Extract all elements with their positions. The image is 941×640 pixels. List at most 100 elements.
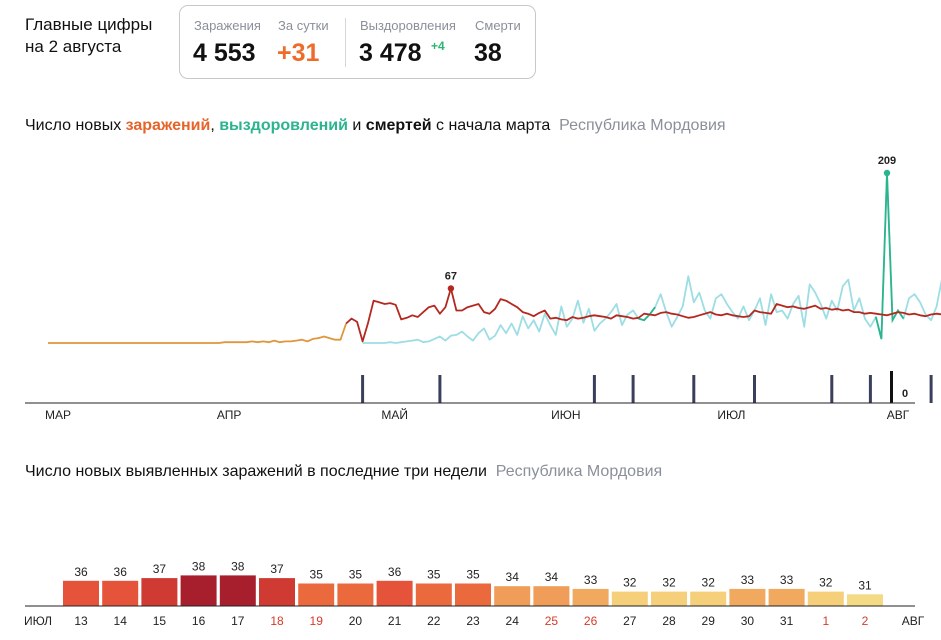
- day-tick-label: 29: [702, 614, 716, 628]
- deaths-bar: [868, 375, 872, 403]
- bar-value-label: 33: [741, 573, 755, 587]
- deaths-bar: [929, 375, 933, 403]
- day-tick-label: 26: [584, 614, 598, 628]
- chart2-region: Республика Мордовия: [495, 463, 663, 480]
- day-bar: [729, 588, 766, 606]
- bar-value-label: 32: [702, 576, 716, 590]
- day-bar: [651, 591, 687, 606]
- day-bar: [533, 586, 570, 606]
- bar-value-label: 36: [388, 565, 402, 579]
- recoveries-delta: +4: [431, 39, 445, 53]
- day-tick-label: 22: [427, 614, 441, 628]
- bar-value-label: 33: [584, 573, 598, 587]
- day-bar: [690, 591, 727, 606]
- chart1-title-deaths: смертей: [365, 117, 432, 134]
- month-tick-label: АВГ: [887, 408, 910, 422]
- deaths-bar: [438, 375, 442, 403]
- deaths-annotation-label: 0: [902, 388, 908, 400]
- deaths-bar-today: [890, 371, 893, 403]
- day-bar: [494, 586, 531, 606]
- recoveries-line: [362, 172, 941, 344]
- bar-value-label: 34: [545, 570, 559, 584]
- recoveries-annotation-label: 209: [878, 155, 896, 167]
- bar-value-label: 35: [427, 568, 441, 582]
- chart1-title-part-3: и: [347, 117, 366, 134]
- day-tick-label: 24: [506, 614, 520, 628]
- chart1-title-infections: заражений: [125, 117, 211, 134]
- day-bar: [102, 580, 139, 606]
- day-tick-label: 28: [662, 614, 676, 628]
- day-bar: [847, 594, 883, 606]
- day-tick-label: 16: [192, 614, 206, 628]
- daily-label: За сутки: [278, 18, 329, 33]
- deaths-bar: [692, 375, 696, 403]
- stats-panel: Заражения 4 553 За сутки +31 Выздоровлен…: [179, 5, 536, 79]
- infections-line: [345, 287, 941, 343]
- day-bar: [63, 580, 99, 606]
- day-tick-label: 13: [74, 614, 88, 628]
- chart1-title-recoveries: выздоровлений: [219, 117, 348, 134]
- recoveries-value: 3 478: [359, 39, 422, 67]
- day-tick-label: 27: [623, 614, 637, 628]
- day-tick-label: 30: [741, 614, 755, 628]
- month-tick-label: ИЮН: [551, 408, 580, 422]
- timeline-chart: МАРАПРМАЙИЮНИЮЛАВГ672093140: [25, 155, 941, 422]
- bar-value-label: 32: [623, 576, 637, 590]
- deaths-label: Смерти: [475, 18, 521, 33]
- infections-label: Заражения: [194, 18, 261, 33]
- chart1-title: Число новых заражений, выздоровлений и с…: [25, 117, 726, 135]
- day-bar: [337, 583, 374, 606]
- bar-value-label: 35: [466, 568, 480, 582]
- day-tick-label: 14: [114, 614, 128, 628]
- bar-value-label: 31: [858, 578, 872, 592]
- recoveries-line-spike-may: [638, 306, 656, 322]
- day-bar: [180, 575, 217, 606]
- deaths-value: 38: [474, 39, 502, 67]
- bar-value-label: 34: [506, 570, 520, 584]
- day-tick-label: 21: [388, 614, 402, 628]
- bar-value-label: 35: [349, 568, 363, 582]
- bar-value-label: 33: [780, 573, 794, 587]
- bar-value-label: 37: [153, 562, 167, 576]
- chart1-title-part-1: Число новых: [25, 117, 126, 134]
- bar-value-label: 36: [114, 565, 128, 579]
- day-tick-label: 2: [862, 614, 869, 628]
- day-tick-label: 23: [466, 614, 480, 628]
- month-tick-label: АПР: [217, 408, 242, 422]
- day-bar: [455, 583, 491, 606]
- bar-value-label: 38: [192, 559, 206, 573]
- recoveries-label: Выздоровления: [360, 18, 456, 33]
- day-tick-label: 15: [153, 614, 167, 628]
- day-tick-label: 18: [270, 614, 284, 628]
- bar-value-label: 38: [231, 559, 245, 573]
- bar-value-label: 32: [819, 576, 833, 590]
- month-start-label: ИЮЛ: [24, 614, 52, 628]
- recoveries-annotation-dot: [883, 169, 891, 177]
- bar-value-label: 32: [662, 576, 676, 590]
- chart2-title-text: Число новых выявленных заражений в после…: [25, 463, 487, 480]
- day-tick-label: 17: [231, 614, 245, 628]
- headline-line-1: Главные цифры: [25, 15, 153, 34]
- deaths-bar: [753, 375, 756, 403]
- three-weeks-bar-chart: 3613361437153816381737183519352036213522…: [24, 559, 925, 628]
- day-bar: [376, 580, 413, 606]
- infections-value: 4 553: [193, 39, 256, 67]
- day-tick-label: 20: [349, 614, 363, 628]
- chart2-title: Число новых выявленных заражений в после…: [25, 463, 662, 481]
- stats-divider: [345, 18, 346, 67]
- chart1-title-part-4: с начала марта: [431, 117, 551, 134]
- chart1-region: Республика Мордовия: [559, 117, 726, 134]
- day-tick-label: 19: [310, 614, 324, 628]
- day-tick-label: 25: [545, 614, 559, 628]
- day-bar: [298, 583, 335, 606]
- day-bar: [807, 591, 844, 606]
- headline: Главные цифры на 2 августа: [25, 14, 152, 58]
- infections-annotation-label: 67: [445, 271, 457, 283]
- month-tick-label: МАЙ: [381, 407, 408, 422]
- bar-value-label: 35: [310, 568, 324, 582]
- day-bar: [415, 583, 452, 606]
- day-tick-label: 31: [780, 614, 794, 628]
- bar-value-label: 36: [74, 565, 88, 579]
- day-bar: [572, 588, 609, 606]
- daily-value: +31: [277, 39, 320, 67]
